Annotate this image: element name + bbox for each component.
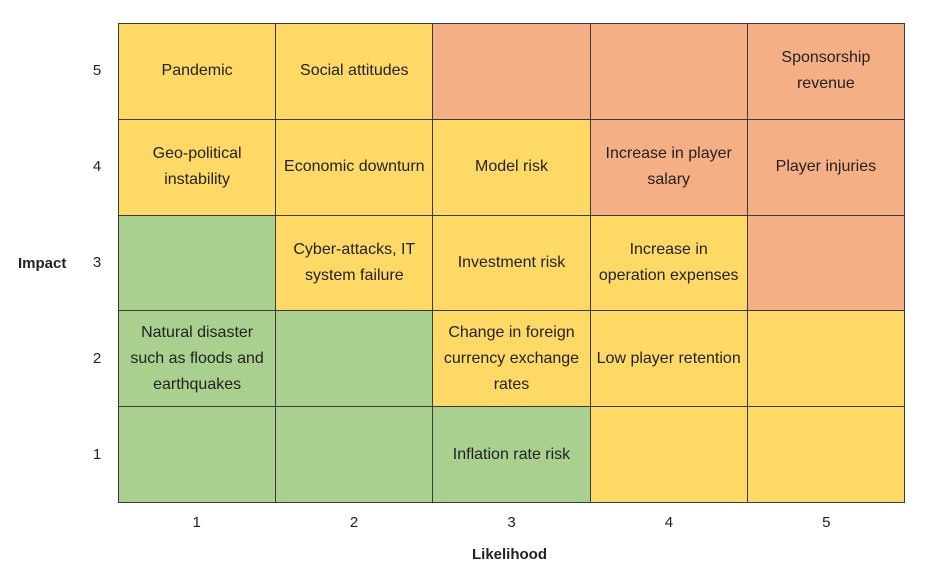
matrix-cell: Natural disaster such as floods and eart…: [119, 311, 277, 408]
y-tick-label: 3: [92, 254, 102, 271]
matrix-cell: [590, 24, 748, 120]
matrix-cell: [119, 407, 277, 503]
matrix-cell: Model risk: [433, 119, 591, 216]
matrix-cell: Increase in player salary: [590, 119, 748, 216]
x-tick-label: 5: [822, 514, 831, 531]
y-tick-label: 2: [92, 350, 102, 367]
matrix-cell: [119, 215, 277, 312]
y-axis-label: Impact: [18, 255, 67, 272]
matrix-cell: Cyber-attacks, IT system failure: [276, 215, 434, 312]
x-tick-label: 1: [192, 514, 201, 531]
matrix-cell: [747, 215, 905, 312]
matrix-cell: Inflation rate risk: [433, 407, 591, 503]
matrix-cell: Economic downturn: [276, 119, 434, 216]
y-tick-label: 4: [92, 158, 102, 175]
risk-matrix: Pandemic Social attitudes Sponsorship reve…: [118, 23, 905, 503]
matrix-cell: [276, 311, 434, 408]
matrix-cell: Investment risk: [433, 215, 591, 312]
x-axis-label: Likelihood: [472, 546, 547, 563]
matrix-cell: [747, 311, 905, 408]
matrix-cell: [747, 407, 905, 503]
matrix-cell: Sponsorship revenue: [747, 24, 905, 120]
x-tick-label: 4: [664, 514, 674, 531]
matrix-cell: [276, 407, 434, 503]
matrix-cell: Increase in operation expenses: [590, 215, 748, 312]
matrix-cell: Change in foreign currency exchange rate…: [433, 311, 591, 408]
matrix-cell: [590, 407, 748, 503]
y-tick-label: 1: [92, 446, 102, 463]
matrix-cell: Low player retention: [590, 311, 748, 408]
matrix-cell: Pandemic: [119, 24, 277, 120]
x-tick-label: 3: [507, 514, 516, 531]
matrix-cell: Social attitudes: [276, 24, 434, 120]
matrix-cell: [433, 24, 591, 120]
x-tick-label: 2: [349, 514, 359, 531]
matrix-cell: Geo-political instability: [119, 119, 277, 216]
matrix-cell: Player injuries: [747, 119, 905, 216]
y-tick-label: 5: [92, 62, 102, 79]
